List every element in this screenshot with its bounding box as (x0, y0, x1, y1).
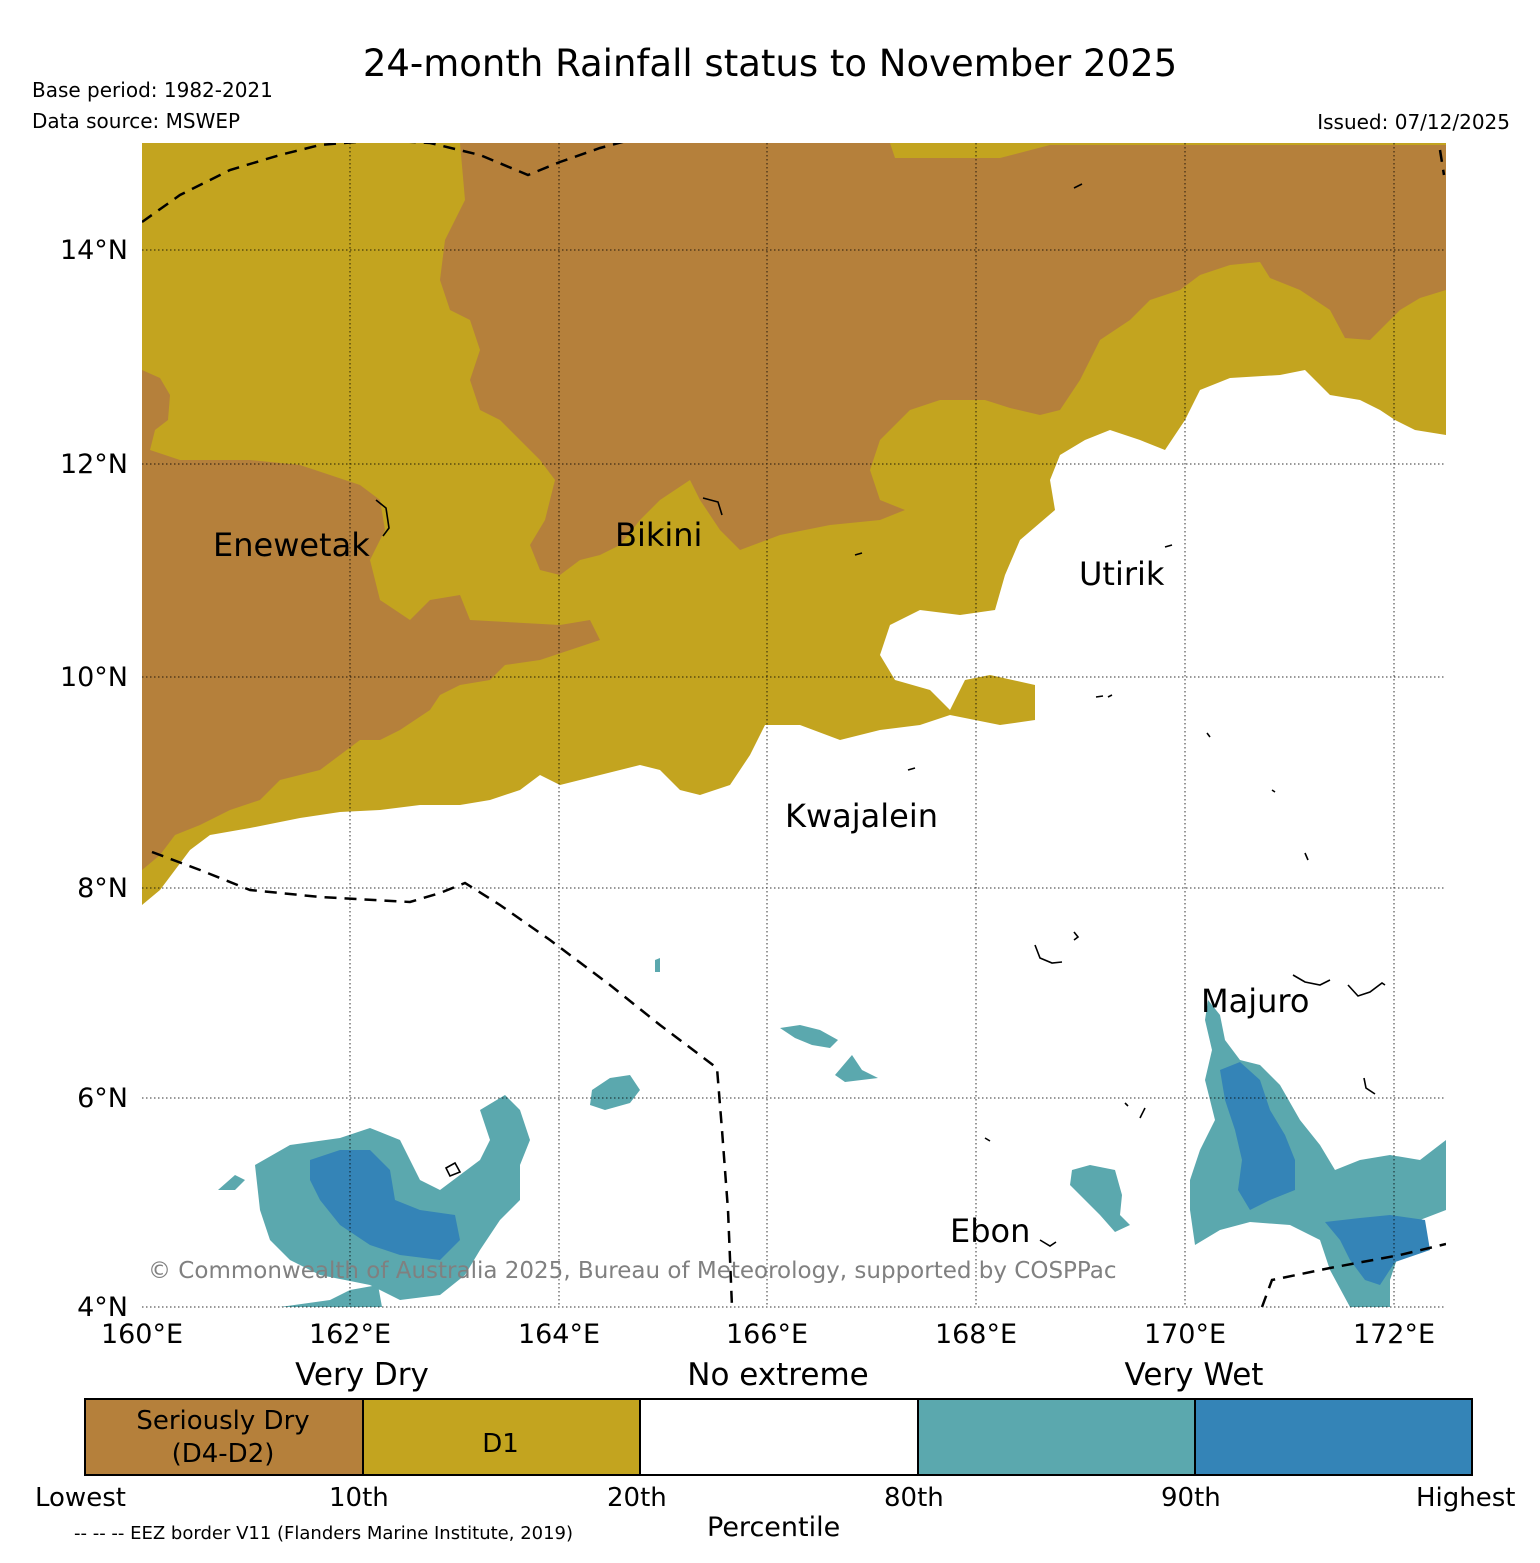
percentile-axis-label: Percentile (707, 1512, 841, 1543)
lon-label: 164°E (518, 1319, 600, 1350)
percentile-tick-90th: 90th (1161, 1483, 1221, 1513)
place-label-kwajalein: Kwajalein (785, 797, 938, 835)
very-wet-islet-3 (590, 1075, 640, 1110)
very-wet-highest-southwest (310, 1150, 460, 1260)
data-source-note: Data source: MSWEP (32, 109, 241, 133)
lat-label: 14°N (60, 235, 128, 266)
lon-label: 166°E (726, 1319, 808, 1350)
very-wet-highest-southeast-2 (1325, 1215, 1430, 1285)
place-label-majuro: Majuro (1201, 982, 1309, 1020)
map-area (142, 143, 1446, 1307)
longitude-labels: 160°E 162°E 164°E 166°E 168°E 170°E 172°… (101, 1319, 1435, 1350)
very-wet-islet-2 (280, 1285, 382, 1307)
chart-title: 24-month Rainfall status to November 202… (362, 42, 1178, 85)
percentile-tick-80th: 80th (884, 1483, 944, 1513)
legend-swatch-d1 (362, 1398, 641, 1476)
legend-swatch-seriously-dry (84, 1398, 364, 1476)
gridlines (142, 143, 1446, 1308)
lon-label: 160°E (101, 1319, 183, 1350)
place-label-bikini: Bikini (615, 516, 702, 554)
legend-header-very-dry: Very Dry (295, 1357, 429, 1393)
eez-borders (142, 143, 1446, 1307)
legend-category-headers: Very Dry No extreme Very Wet (295, 1357, 1263, 1393)
very-wet-islet-6 (1070, 1165, 1130, 1232)
very-wet-highest-southeast-1 (1220, 1062, 1295, 1210)
very-wet-islet-4 (780, 1025, 838, 1048)
latitude-labels: 14°N 12°N 10°N 8°N 6°N 4°N (60, 235, 128, 1323)
copyright-note: © Commonwealth of Australia 2025, Bureau… (148, 1258, 1117, 1284)
place-labels: Enewetak Bikini Utirik Kwajalein Majuro … (213, 516, 1309, 1250)
legend-swatch-no-extreme (639, 1398, 919, 1476)
seriously-dry-west (142, 370, 600, 870)
place-label-utirik: Utirik (1079, 555, 1165, 593)
legend-label-seriously-dry-line1: Seriously Dry (136, 1406, 310, 1436)
lat-label: 10°N (60, 662, 128, 693)
legend-label-seriously-dry: Seriously Dry (D4-D2) (84, 1405, 362, 1471)
lat-label: 6°N (77, 1083, 128, 1114)
percentile-tick-20th: 20th (607, 1483, 667, 1513)
place-label-enewetak: Enewetak (213, 526, 370, 564)
very-wet-islet-1 (218, 1175, 245, 1190)
seriously-dry-north (440, 143, 1446, 575)
legend-header-very-wet: Very Wet (1125, 1357, 1264, 1393)
legend-header-no-extreme: No extreme (687, 1357, 868, 1393)
very-wet-islet-5 (835, 1055, 878, 1082)
very-wet-islet-7 (655, 958, 660, 972)
legend-swatch-very-wet-highest (1194, 1398, 1473, 1476)
lon-label: 168°E (935, 1319, 1017, 1350)
legend-swatch-very-wet (917, 1398, 1196, 1476)
legend-label-d1: D1 (482, 1429, 519, 1459)
base-period-note: Base period: 1982-2021 (32, 78, 273, 102)
lat-label: 4°N (77, 1292, 128, 1323)
lon-label: 172°E (1353, 1319, 1435, 1350)
percentile-tick-lowest: Lowest (35, 1483, 126, 1513)
issued-date: Issued: 07/12/2025 (1317, 110, 1510, 134)
legend-label-seriously-dry-line2: (D4-D2) (171, 1439, 275, 1469)
percentile-tick-highest: Highest (1416, 1483, 1516, 1513)
place-label-ebon: Ebon (950, 1212, 1030, 1250)
lat-label: 8°N (77, 873, 128, 904)
atoll-outlines (375, 183, 1386, 1247)
lon-label: 162°E (309, 1319, 391, 1350)
percentile-tick-10th: 10th (329, 1483, 389, 1513)
eez-border-note: -- -- -- EEZ border V11 (Flanders Marine… (74, 1523, 574, 1544)
lat-label: 12°N (60, 449, 128, 480)
lon-label: 170°E (1144, 1319, 1226, 1350)
